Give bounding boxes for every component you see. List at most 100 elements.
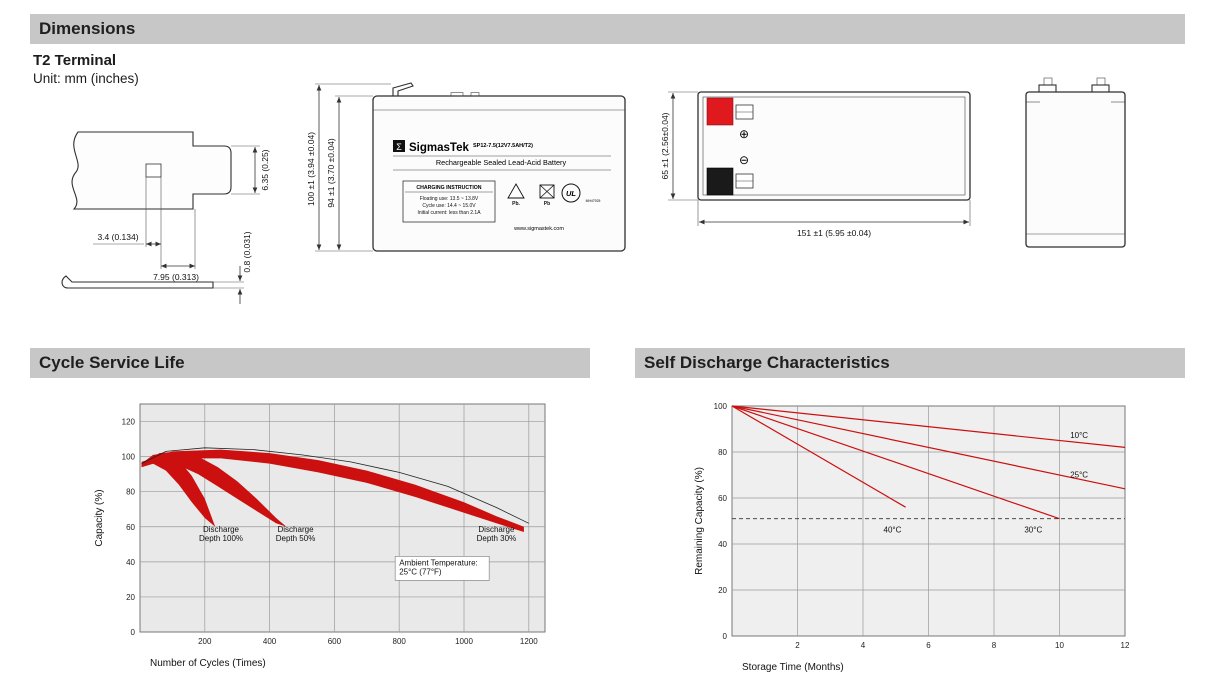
positive-terminal-tab — [735, 104, 754, 120]
svg-text:20: 20 — [126, 593, 135, 602]
cycle-service-life-column: Cycle Service Life 200 400 600 800 1000 1200 0… — [30, 348, 590, 692]
svg-text:Depth 100%: Depth 100% — [199, 534, 243, 543]
charging-instruction-box: CHARGING INSTRUCTION Floating use: 13.5 … — [402, 180, 496, 223]
svg-text:0: 0 — [723, 632, 728, 641]
dimensions-section-header: Dimensions — [30, 14, 1185, 44]
battery-end-view-drawing — [1025, 77, 1126, 248]
svg-text:Discharge: Discharge — [478, 525, 515, 534]
svg-text:Depth 30%: Depth 30% — [477, 534, 517, 543]
dimensions-drawings-area: T2 Terminal Unit: mm (inches) 3.4 (0.134… — [0, 44, 1214, 336]
t2-terminal-detail-drawing: 3.4 (0.134) 7.95 (0.313) 6.35 (0.25) 0.8… — [61, 131, 270, 304]
cycle-service-life-header: Cycle Service Life — [30, 348, 590, 378]
negative-symbol: ⊖ — [739, 153, 749, 167]
svg-text:60: 60 — [718, 494, 727, 503]
svg-text:40°C: 40°C — [884, 526, 902, 535]
terminal-type-label: T2 Terminal — [33, 52, 117, 69]
battery-front-view-drawing: 100 ±1 (3.94 ±0.04) 94 ±1 (3.70 ±0.04) Σ… — [306, 82, 626, 252]
side-height-dim: 65 ±1 (2.56±0.04) — [660, 112, 670, 179]
svg-text:Discharge: Discharge — [278, 525, 315, 534]
self-discharge-column: Self Discharge Characteristics 2 4 6 8 10 12 0… — [635, 348, 1185, 692]
svg-text:25°C: 25°C — [1070, 470, 1088, 479]
svg-text:10: 10 — [1055, 641, 1064, 650]
terminal-side-profile-shape — [61, 266, 244, 304]
sigma-logo-icon — [393, 140, 405, 152]
self-discharge-title: Self Discharge Characteristics — [644, 353, 890, 372]
model-number: SP12-7.5(12V7.5AH/T2) — [473, 143, 533, 149]
terminal-blade-width-dim: 6.35 (0.25) — [260, 149, 270, 190]
pb-label-1: Pb. — [512, 201, 520, 207]
brand-name: SigmasTek — [409, 142, 469, 154]
svg-text:0: 0 — [131, 628, 136, 637]
svg-text:1200: 1200 — [520, 637, 538, 646]
charging-cycle: Cycle use: 14.4 ~ 15.0V — [422, 203, 476, 209]
charging-initial: Initial current: less than 2.1A — [417, 210, 481, 216]
svg-text:6: 6 — [926, 641, 931, 650]
battery-case-end — [1025, 77, 1126, 248]
dimensions-title: Dimensions — [39, 19, 136, 38]
front-height-outer-dim: 100 ±1 (3.94 ±0.04) — [306, 132, 316, 206]
svg-text:200: 200 — [198, 637, 212, 646]
positive-terminal-red — [706, 97, 734, 126]
svg-text:10°C: 10°C — [1070, 431, 1088, 440]
charts-section: Cycle Service Life 200 400 600 800 1000 1200 0… — [30, 348, 1185, 692]
svg-text:12: 12 — [1121, 641, 1130, 650]
terminal-hole-width-dim: 3.4 (0.134) — [97, 232, 138, 242]
svg-text:600: 600 — [328, 637, 342, 646]
svg-text:2: 2 — [795, 641, 800, 650]
svg-text:Storage Time (Months): Storage Time (Months) — [742, 662, 844, 673]
svg-text:Depth 50%: Depth 50% — [276, 534, 316, 543]
terminal-top-view-shape — [71, 131, 232, 210]
pb-no-trash-icon: Pb — [539, 184, 555, 207]
svg-text:1000: 1000 — [455, 637, 473, 646]
pb-label-2: Pb — [544, 201, 550, 207]
svg-text:100: 100 — [122, 453, 136, 462]
svg-text:Remaining Capacity (%): Remaining Capacity (%) — [694, 467, 705, 575]
svg-text:25°C (77°F): 25°C (77°F) — [399, 567, 442, 576]
pb-recycle-icon: Pb. — [507, 183, 525, 207]
svg-text:8: 8 — [992, 641, 997, 650]
svg-text:100: 100 — [714, 402, 728, 411]
website-text: www.sigmastek.com — [513, 226, 564, 232]
svg-text:Capacity (%): Capacity (%) — [94, 489, 105, 546]
battery-type-text: Rechargeable Sealed Lead-Acid Battery — [436, 158, 567, 167]
svg-text:40: 40 — [718, 540, 727, 549]
sigma-glyph: Σ — [396, 142, 402, 152]
charging-floating: Floating use: 13.5 ~ 13.8V — [420, 196, 479, 202]
svg-text:120: 120 — [122, 418, 136, 427]
ul-mark-icon: UL MH47925 — [561, 183, 601, 203]
front-dimension-lines — [315, 83, 391, 252]
ul-text: UL — [566, 189, 576, 198]
unit-label: Unit: mm (inches) — [33, 71, 139, 86]
svg-text:20: 20 — [718, 586, 727, 595]
charging-title: CHARGING INSTRUCTION — [416, 185, 481, 191]
battery-case-side: ⊕ ⊖ — [697, 91, 971, 201]
cycle-service-life-chart: 200 400 600 800 1000 1200 0 20 40 60 80 100 120 Disch… — [94, 403, 546, 669]
battery-label: Σ SigmasTek SP12-7.5(12V7.5AH/T2) Rechar… — [393, 140, 611, 232]
svg-text:80: 80 — [126, 488, 135, 497]
svg-text:4: 4 — [861, 641, 866, 650]
positive-symbol: ⊕ — [739, 127, 749, 141]
svg-text:80: 80 — [718, 448, 727, 457]
terminal-thickness-dim: 0.8 (0.031) — [242, 231, 252, 272]
cycle-service-life-title: Cycle Service Life — [39, 353, 185, 372]
terminal-subhead: T2 Terminal Unit: mm (inches) — [33, 52, 139, 86]
ul-file-code: MH47925 — [586, 199, 601, 203]
self-discharge-header: Self Discharge Characteristics — [635, 348, 1185, 378]
svg-text:Discharge: Discharge — [203, 525, 240, 534]
svg-text:Number of Cycles (Times): Number of Cycles (Times) — [150, 658, 266, 669]
svg-text:800: 800 — [393, 637, 407, 646]
side-dimension-lines — [668, 91, 971, 226]
svg-text:40: 40 — [126, 558, 135, 567]
svg-text:400: 400 — [263, 637, 277, 646]
side-length-dim: 151 ±1 (5.95 ±0.04) — [797, 228, 871, 238]
terminal-tab-offset-dim: 7.95 (0.313) — [153, 272, 199, 282]
terminal-dimension-lines — [93, 145, 260, 269]
battery-side-view-drawing: 65 ±1 (2.56±0.04) 151 ±1 (5.95 ±0.04) ⊕ … — [660, 91, 971, 238]
front-height-inner-dim: 94 ±1 (3.70 ±0.04) — [326, 138, 336, 208]
svg-text:30°C: 30°C — [1024, 526, 1042, 535]
self-discharge-chart: 2 4 6 8 10 12 0 20 40 60 80 100 10°C 25°C 30°C 40°C Rema… — [694, 402, 1130, 673]
svg-text:Ambient Temperature:: Ambient Temperature: — [399, 558, 478, 567]
battery-case-front — [372, 82, 626, 252]
negative-terminal-black — [706, 167, 734, 196]
negative-terminal-tab — [735, 173, 754, 189]
